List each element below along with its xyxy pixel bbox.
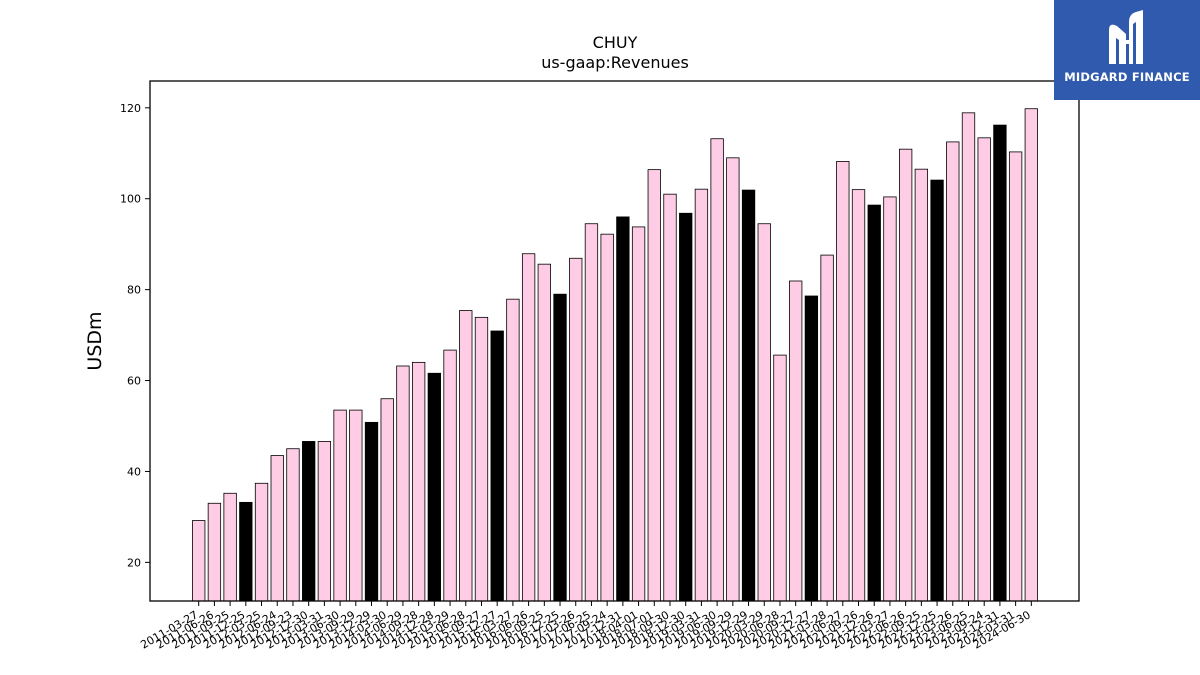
midgard-finance-logo: MIDGARD FINANCE bbox=[1054, 0, 1200, 100]
bar-2012-03-25 bbox=[254, 482, 269, 602]
bar-2018-12-30 bbox=[679, 212, 693, 602]
midgard-logo-icon bbox=[1109, 10, 1143, 65]
y-tick-label: 120 bbox=[120, 102, 141, 115]
bar-2023-12-31 bbox=[993, 124, 1007, 602]
bar-2021-06-27 bbox=[836, 161, 850, 602]
bar-2011-03-27 bbox=[192, 520, 206, 602]
y-tick-label: 100 bbox=[120, 193, 141, 206]
bar-2020-09-27 bbox=[789, 280, 803, 602]
bar-2022-06-26 bbox=[899, 148, 913, 602]
bar-2020-06-28 bbox=[773, 354, 787, 602]
bar-2018-09-30 bbox=[663, 193, 677, 602]
bar-2014-03-30 bbox=[380, 398, 394, 602]
bar-2023-09-24 bbox=[977, 137, 991, 602]
bar-2011-12-25 bbox=[239, 501, 253, 602]
y-axis-ticks: 20 40 60 80 100 120 bbox=[120, 102, 150, 569]
y-tick-label: 60 bbox=[127, 375, 141, 388]
bar-2015-09-27 bbox=[474, 316, 489, 602]
bar-2014-09-28 bbox=[411, 361, 426, 602]
bar-2017-03-26 bbox=[569, 257, 583, 602]
bar-2015-03-29 bbox=[443, 349, 457, 602]
chart-title: CHUY bbox=[593, 33, 638, 52]
bar-2019-12-29 bbox=[741, 189, 756, 602]
bar-2015-12-27 bbox=[490, 330, 504, 602]
bar-2020-12-27 bbox=[804, 295, 819, 602]
bar-2019-03-31 bbox=[694, 188, 709, 602]
bar-2019-06-30 bbox=[710, 138, 724, 602]
bar-2021-03-28 bbox=[820, 254, 834, 602]
y-tick-label: 80 bbox=[127, 284, 141, 297]
bar-2012-12-30 bbox=[302, 441, 316, 602]
bar-2023-03-26 bbox=[946, 141, 960, 602]
bar-2015-06-28 bbox=[459, 310, 473, 602]
bar-2014-06-29 bbox=[396, 365, 410, 602]
bar-2021-12-26 bbox=[867, 204, 881, 602]
bar-2012-06-24 bbox=[270, 455, 284, 602]
chart-subtitle: us-gaap:Revenues bbox=[541, 53, 689, 72]
bar-series bbox=[192, 108, 1038, 602]
bar-2017-12-31 bbox=[616, 216, 630, 602]
bar-2023-06-25 bbox=[961, 112, 976, 602]
bar-2021-09-26 bbox=[851, 189, 866, 602]
bar-2024-06-30 bbox=[1024, 108, 1038, 602]
bar-2019-09-29 bbox=[726, 157, 740, 602]
bar-2018-07-01 bbox=[647, 169, 661, 602]
logo-brand-text: MIDGARD FINANCE bbox=[1064, 70, 1190, 84]
bar-2024-03-31 bbox=[1008, 151, 1023, 602]
bar-2016-09-25 bbox=[537, 263, 551, 602]
bar-2016-12-25 bbox=[553, 293, 567, 602]
bar-2022-09-25 bbox=[914, 168, 929, 602]
y-tick-label: 40 bbox=[127, 465, 141, 478]
bar-2013-12-29 bbox=[364, 421, 379, 602]
bar-2022-03-27 bbox=[883, 196, 897, 602]
bar-2011-09-25 bbox=[223, 492, 237, 602]
bar-2016-03-27 bbox=[506, 298, 520, 602]
plot-frame bbox=[149, 80, 1080, 602]
bar-2018-04-01 bbox=[631, 226, 646, 602]
bar-2017-06-25 bbox=[584, 223, 599, 602]
bar-2017-09-24 bbox=[600, 233, 614, 602]
bar-2013-09-29 bbox=[349, 409, 363, 602]
bar-2022-12-25 bbox=[930, 179, 944, 602]
bar-2011-06-26 bbox=[207, 502, 222, 602]
bar-2013-03-31 bbox=[317, 441, 332, 602]
y-axis-label: USDm bbox=[84, 311, 106, 370]
bar-2016-06-26 bbox=[521, 253, 536, 602]
bar-2012-09-23 bbox=[286, 448, 300, 602]
x-axis-ticks: 2011-03-272011-06-262011-09-252011-12-25… bbox=[138, 601, 1033, 652]
bar-2014-12-28 bbox=[427, 372, 442, 602]
bar-2013-06-30 bbox=[333, 409, 347, 602]
y-tick-label: 20 bbox=[127, 556, 141, 569]
bar-2020-03-29 bbox=[757, 223, 771, 602]
